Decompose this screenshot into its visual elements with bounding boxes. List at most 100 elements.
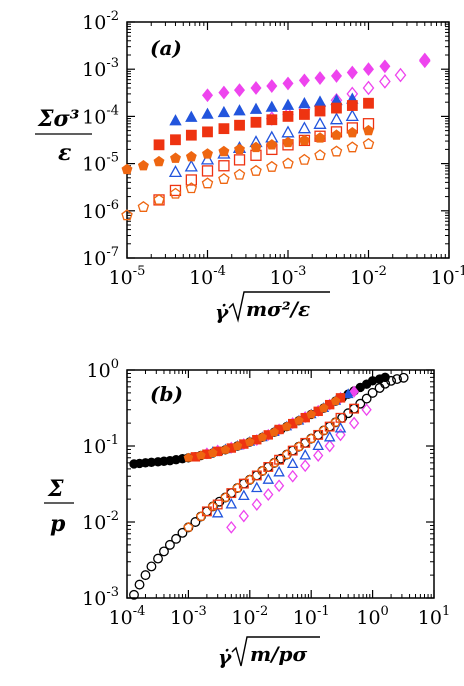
panel-a-xlabel-text: γ̇ xyxy=(215,300,229,324)
data-point-pentagon-open xyxy=(195,511,206,521)
data-point-triangle-open xyxy=(238,489,250,501)
data-point-triangle-open xyxy=(184,159,198,172)
data-point-pentagon-filled xyxy=(363,124,374,136)
data-point-triangle-open xyxy=(281,125,295,138)
data-point-pentagon-open xyxy=(244,474,255,485)
data-point-square-filled xyxy=(363,97,374,109)
data-point-square-open xyxy=(313,429,324,440)
data-point-pentagon-filled xyxy=(202,148,213,159)
data-point-pentagon-open xyxy=(169,187,182,199)
y-tick-label: 10-6 xyxy=(82,198,119,223)
data-point-triangle-open xyxy=(313,116,327,129)
data-point-circle-open xyxy=(153,553,163,564)
data-point-diamond-filled xyxy=(282,76,294,91)
data-point-diamond-filled xyxy=(362,62,375,77)
data-point-triangle-filled xyxy=(201,107,214,119)
data-point-triangle-filled xyxy=(298,96,311,109)
data-point-pentagon-filled xyxy=(208,447,218,458)
data-point-pentagon-filled xyxy=(269,427,279,437)
data-point-pentagon-open xyxy=(153,193,165,205)
data-point-pentagon-filled xyxy=(232,441,243,451)
data-point-pentagon-filled xyxy=(220,444,231,454)
data-point-square-open xyxy=(212,499,223,510)
data-point-triangle-open xyxy=(329,112,344,125)
data-point-square-filled xyxy=(170,134,181,146)
data-point-triangle-filled xyxy=(169,114,182,126)
data-point-pentagon-filled xyxy=(250,141,262,153)
panel-b-xlabel-radical xyxy=(231,636,320,667)
data-point-diamond-open xyxy=(287,469,298,483)
data-point-pentagon-filled xyxy=(170,152,181,163)
data-point-diamond-filled xyxy=(266,79,278,93)
panel-a-xlabel-radicand: mσ²/ε xyxy=(246,297,310,321)
panel-b-marks xyxy=(129,372,409,600)
data-point-pentagon-open xyxy=(346,141,359,153)
data-point-pentagon-open xyxy=(306,433,317,443)
data-point-pentagon-filled xyxy=(330,396,341,406)
data-point-pentagon-open xyxy=(207,501,218,511)
panel-b-ylabel-denominator: p xyxy=(50,511,66,537)
data-point-triangle-filled xyxy=(185,110,198,122)
data-point-pentagon-open xyxy=(220,492,231,502)
data-point-pentagon-filled xyxy=(218,145,230,157)
data-point-diamond-open xyxy=(251,498,262,511)
data-point-pentagon-open xyxy=(298,153,311,165)
data-point-pentagon-filled xyxy=(153,155,165,167)
data-point-triangle-open xyxy=(251,481,263,493)
data-point-circle-open xyxy=(398,372,409,383)
data-point-square-filled xyxy=(346,100,358,111)
data-point-pentagon-open xyxy=(293,441,304,451)
data-point-pentagon-open xyxy=(282,157,294,169)
data-point-diamond-filled xyxy=(346,65,358,80)
data-point-pentagon-open xyxy=(281,449,292,459)
y-tick-label: 10-5 xyxy=(82,151,119,176)
panel-a-ylabel: Σσ³ ε xyxy=(35,106,92,166)
x-tick-label: 10-5 xyxy=(109,264,146,289)
data-point-diamond-open xyxy=(226,520,237,534)
data-point-pentagon-open xyxy=(257,465,268,476)
data-point-circle-open xyxy=(380,378,391,389)
panel-b-xlabel-text: γ̇ xyxy=(218,645,232,669)
data-point-pentagon-filled xyxy=(266,139,278,150)
data-point-diamond-open xyxy=(394,67,407,83)
data-point-diamond-filled xyxy=(233,83,246,98)
data-point-diamond-open xyxy=(313,449,324,462)
data-point-pentagon-filled xyxy=(185,151,197,162)
data-point-circle-open xyxy=(177,527,188,538)
panel-a-xlabel: γ̇ mσ²/ε xyxy=(215,291,330,324)
data-point-triangle-filled xyxy=(265,100,278,112)
data-point-diamond-open xyxy=(362,80,375,96)
data-point-square-open xyxy=(185,174,197,186)
data-point-diamond-open xyxy=(418,53,431,69)
data-point-triangle-filled xyxy=(217,105,231,118)
data-point-pentagon-open xyxy=(266,160,278,172)
x-tick-label: 10-2 xyxy=(350,264,387,289)
data-point-triangle-filled xyxy=(249,102,263,114)
data-point-diamond-filled xyxy=(250,81,262,95)
data-point-square-filled xyxy=(153,139,165,151)
data-point-pentagon-open xyxy=(269,457,280,468)
x-tick-label: 10-2 xyxy=(231,604,268,629)
data-point-square-open xyxy=(233,154,246,166)
x-tick-label: 10-4 xyxy=(189,264,226,289)
data-point-circle-open xyxy=(171,533,182,544)
panel-b-ylabel-numerator: Σ xyxy=(47,476,64,502)
data-point-pentagon-open xyxy=(330,416,341,427)
data-point-pentagon-filled xyxy=(331,129,342,140)
panel-b-xticks: 10-4 10-3 10-2 10-1 100 101 xyxy=(109,370,450,629)
panel-a-xticks: 10-5 10-4 10-3 10-2 10-1 xyxy=(109,22,464,289)
data-point-circle-open xyxy=(374,383,385,393)
y-tick-label: 100 xyxy=(87,357,119,382)
y-tick-label: 10-3 xyxy=(82,585,119,610)
data-point-pentagon-open xyxy=(233,168,246,180)
data-point-circle-open xyxy=(392,374,402,385)
data-point-square-filled xyxy=(299,109,310,120)
data-point-diamond-open xyxy=(348,416,360,430)
data-point-square-open xyxy=(201,506,212,517)
panel-a-ylabel-denominator: ε xyxy=(58,140,71,166)
y-tick-label: 10-4 xyxy=(82,103,119,128)
data-point-pentagon-open xyxy=(232,482,243,493)
data-point-triangle-open xyxy=(345,109,359,122)
data-point-pentagon-filled xyxy=(137,160,149,171)
